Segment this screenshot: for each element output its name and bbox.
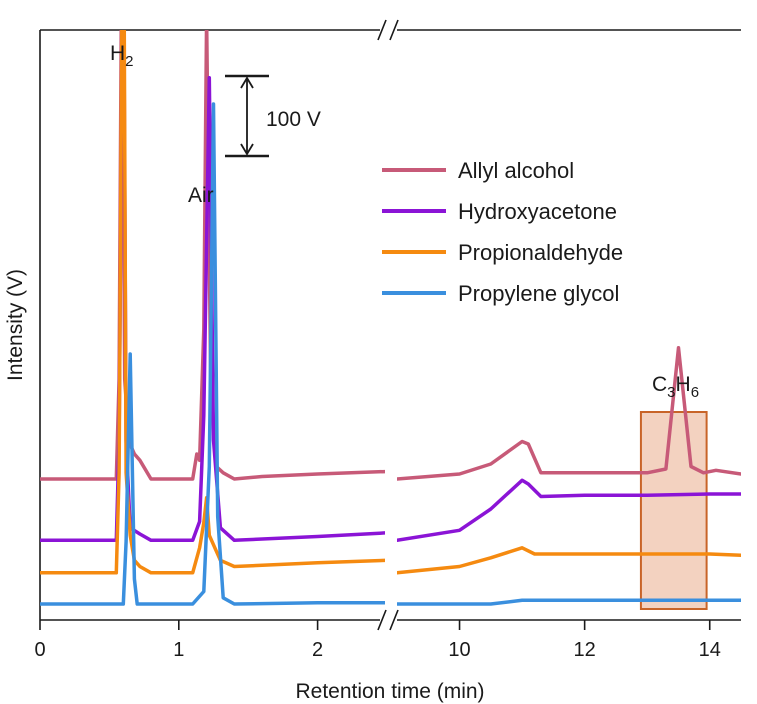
c3h6-label-sub6: 6 xyxy=(691,384,699,401)
traces xyxy=(40,30,741,606)
axis-break-top-a xyxy=(377,19,387,41)
legend-label-hydroxyacetone: Hydroxyacetone xyxy=(458,199,617,224)
plot-frame xyxy=(39,29,741,621)
axis-break-top xyxy=(377,19,399,41)
axis-break-bottom xyxy=(377,609,399,631)
x-axis-ticks: 0 1 2 10 12 14 xyxy=(34,620,721,661)
c3h6-annotation: C3H6 xyxy=(652,373,699,401)
trace-propylene-glycol-seg1 xyxy=(40,102,385,606)
trace-hydroxyacetone-seg2 xyxy=(397,478,741,543)
scale-bar-arrow-down xyxy=(240,143,254,156)
c3h6-label-c: C xyxy=(652,373,667,396)
axis-break-bottom-b xyxy=(389,609,399,631)
scale-bar-arrow-up xyxy=(240,76,254,89)
legend-label-allyl-alcohol: Allyl alcohol xyxy=(458,158,574,183)
trace-propionaldehyde-seg2 xyxy=(397,546,741,575)
air-annotation: Air xyxy=(188,184,214,207)
scale-bar-label: 100 V xyxy=(266,108,321,131)
trace-allyl-alcohol-seg2 xyxy=(397,346,741,481)
x-tick-label-2: 2 xyxy=(312,639,323,661)
trace-propylene-glycol-seg2 xyxy=(397,598,741,606)
h2-label-sub: 2 xyxy=(125,53,133,70)
x-tick-label-1: 1 xyxy=(173,639,184,661)
c3h6-label-sub3: 3 xyxy=(667,384,675,401)
c3h6-highlight-box xyxy=(639,411,708,610)
c3h6-label-h: H xyxy=(676,373,691,396)
x-axis-title: Retention time (min) xyxy=(295,680,484,703)
trace-propionaldehyde-seg1 xyxy=(40,30,385,575)
scale-bar xyxy=(225,74,269,158)
legend: Allyl alcohol Hydroxyacetone Propionalde… xyxy=(382,158,623,306)
legend-label-propylene-glycol: Propylene glycol xyxy=(458,281,619,306)
h2-annotation: H2 xyxy=(110,42,134,70)
x-tick-label-12: 12 xyxy=(574,639,596,661)
axis-break-bottom-a xyxy=(377,609,387,631)
axis-break-top-b xyxy=(389,19,399,41)
x-tick-label-14: 14 xyxy=(699,639,721,661)
x-tick-label-10: 10 xyxy=(448,639,470,661)
legend-label-propionaldehyde: Propionaldehyde xyxy=(458,240,623,265)
x-tick-label-0: 0 xyxy=(34,639,45,661)
y-axis-title: Intensity (V) xyxy=(4,269,27,381)
h2-label-main: H xyxy=(110,42,125,65)
